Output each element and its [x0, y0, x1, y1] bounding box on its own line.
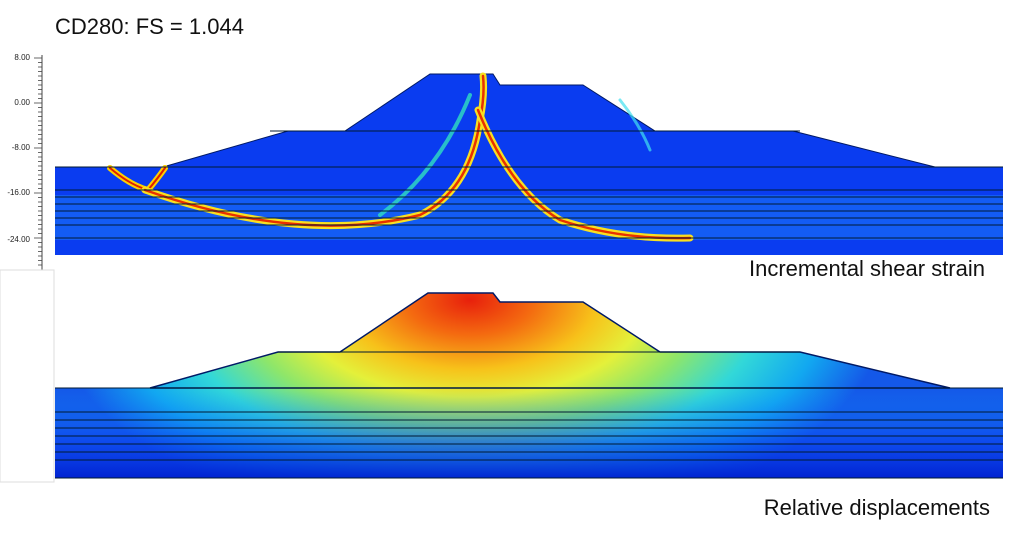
ruler-tick-label: -8.00: [12, 143, 31, 152]
ruler: 8.00 0.00 -8.00 -16.00 -24.00: [7, 53, 43, 270]
panel-label: Relative displacements: [764, 495, 990, 520]
side-panel: [0, 269, 55, 483]
ruler-tick-label: 0.00: [14, 98, 30, 107]
figure-title: CD280: FS = 1.044: [55, 14, 244, 39]
displacement-plot: [55, 292, 1003, 479]
shear-strain-plot: [55, 72, 1003, 255]
ruler-tick-label: -16.00: [7, 188, 30, 197]
ruler-tick-label: -24.00: [7, 235, 30, 244]
panel-label: Incremental shear strain: [749, 256, 985, 281]
ruler-tick-label: 8.00: [14, 53, 30, 62]
